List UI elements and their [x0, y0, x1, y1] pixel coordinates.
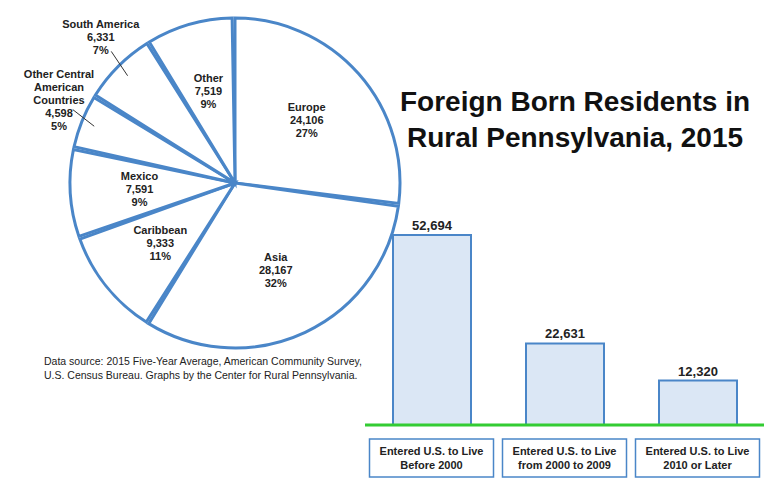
svg-text:Mexico7,5919%: Mexico7,5919%: [121, 170, 159, 208]
svg-text:12,320: 12,320: [678, 364, 718, 379]
html-text:Data source: 2015 Five-Year Av: Data source: 2015 Five-Year Average, Ame…: [44, 355, 362, 381]
svg-text:52,694: 52,694: [412, 218, 453, 233]
svg-text:22,631: 22,631: [545, 326, 585, 341]
svg-text:Entered U.S. to LiveBefore 200: Entered U.S. to LiveBefore 2000: [380, 445, 484, 471]
html-text:Foreign Born Residents in Rura: Foreign Born Residents in Rural Pennsylv…: [400, 86, 750, 153]
svg-text:Entered U.S. to Live2010 or La: Entered U.S. to Live2010 or Later: [646, 445, 750, 471]
svg-text:Other7,5199%: Other7,5199%: [194, 72, 224, 110]
svg-text:Other CentralAmericanCountries: Other CentralAmericanCountries4,5985%: [24, 68, 94, 132]
svg-text:Entered U.S. to Livefrom 2000: Entered U.S. to Livefrom 2000 to 2009: [513, 445, 617, 471]
svg-text:Caribbean9,33311%: Caribbean9,33311%: [133, 224, 187, 262]
svg-text:South America6,3317%: South America6,3317%: [62, 18, 140, 56]
svg-text:Asia28,16732%: Asia28,16732%: [259, 251, 293, 289]
svg-text:Europe24,10627%: Europe24,10627%: [288, 101, 326, 139]
